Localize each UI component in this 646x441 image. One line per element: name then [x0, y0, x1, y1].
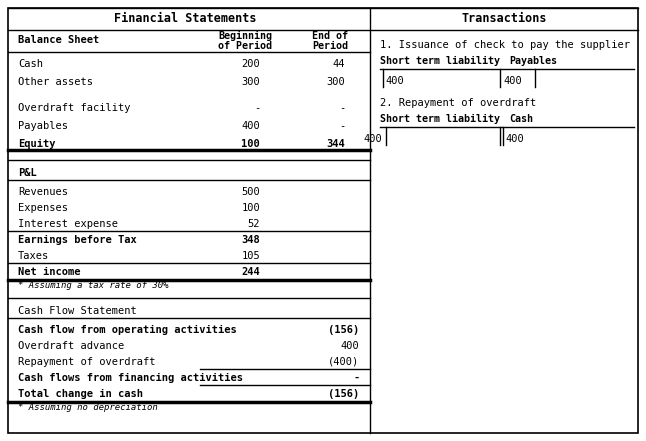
Text: Cash flow from operating activities: Cash flow from operating activities	[18, 325, 236, 335]
Text: 400: 400	[241, 121, 260, 131]
Text: 300: 300	[241, 77, 260, 87]
Text: 400: 400	[364, 134, 382, 144]
Text: Short term liability: Short term liability	[379, 56, 499, 66]
Text: 300: 300	[326, 77, 345, 87]
Text: P&L: P&L	[18, 168, 37, 178]
Text: Total change in cash: Total change in cash	[18, 389, 143, 399]
Text: Overdraft facility: Overdraft facility	[18, 103, 130, 113]
Text: Cash: Cash	[510, 114, 534, 124]
Text: Revenues: Revenues	[18, 187, 68, 197]
Text: -: -	[254, 103, 260, 113]
Text: Payables: Payables	[510, 56, 557, 66]
Text: -: -	[339, 121, 345, 131]
Text: Period: Period	[312, 41, 348, 51]
Text: (400): (400)	[328, 357, 360, 367]
Text: 500: 500	[241, 187, 260, 197]
Text: Cash flows from financing activities: Cash flows from financing activities	[18, 373, 243, 383]
Text: 400: 400	[340, 341, 360, 351]
Text: Expenses: Expenses	[18, 203, 68, 213]
Text: Other assets: Other assets	[18, 77, 93, 87]
Text: 400: 400	[506, 134, 525, 144]
Text: Equity: Equity	[18, 139, 56, 149]
Text: 400: 400	[386, 76, 404, 86]
Text: 105: 105	[241, 251, 260, 261]
Text: * Assuming no depreciation: * Assuming no depreciation	[18, 404, 158, 412]
Text: 200: 200	[241, 59, 260, 69]
Text: Beginning: Beginning	[218, 31, 272, 41]
Text: 1. Issuance of check to pay the supplier: 1. Issuance of check to pay the supplier	[379, 40, 629, 50]
Text: 52: 52	[247, 219, 260, 229]
Text: (156): (156)	[328, 389, 360, 399]
Text: Earnings before Tax: Earnings before Tax	[18, 235, 137, 245]
Text: (156): (156)	[328, 325, 360, 335]
Text: Interest expense: Interest expense	[18, 219, 118, 229]
Text: 344: 344	[326, 139, 345, 149]
Text: Short term liability: Short term liability	[379, 114, 499, 124]
Text: Cash Flow Statement: Cash Flow Statement	[18, 306, 137, 316]
Text: of Period: of Period	[218, 41, 272, 51]
Text: * Assuming a tax rate of 30%: * Assuming a tax rate of 30%	[18, 281, 169, 291]
Text: -: -	[353, 373, 360, 383]
Text: Overdraft advance: Overdraft advance	[18, 341, 124, 351]
Text: 44: 44	[333, 59, 345, 69]
Text: 244: 244	[241, 267, 260, 277]
Text: End of: End of	[312, 31, 348, 41]
Text: Net income: Net income	[18, 267, 81, 277]
Text: 348: 348	[241, 235, 260, 245]
Text: Cash: Cash	[18, 59, 43, 69]
Text: 2. Repayment of overdraft: 2. Repayment of overdraft	[379, 98, 536, 108]
Text: Repayment of overdraft: Repayment of overdraft	[18, 357, 156, 367]
Text: Payables: Payables	[18, 121, 68, 131]
Text: 400: 400	[503, 76, 522, 86]
Text: Taxes: Taxes	[18, 251, 49, 261]
Text: Balance Sheet: Balance Sheet	[18, 35, 99, 45]
Text: -: -	[339, 103, 345, 113]
Text: Financial Statements: Financial Statements	[114, 12, 256, 26]
Text: 100: 100	[241, 203, 260, 213]
Text: Transactions: Transactions	[461, 12, 547, 26]
Text: 100: 100	[241, 139, 260, 149]
